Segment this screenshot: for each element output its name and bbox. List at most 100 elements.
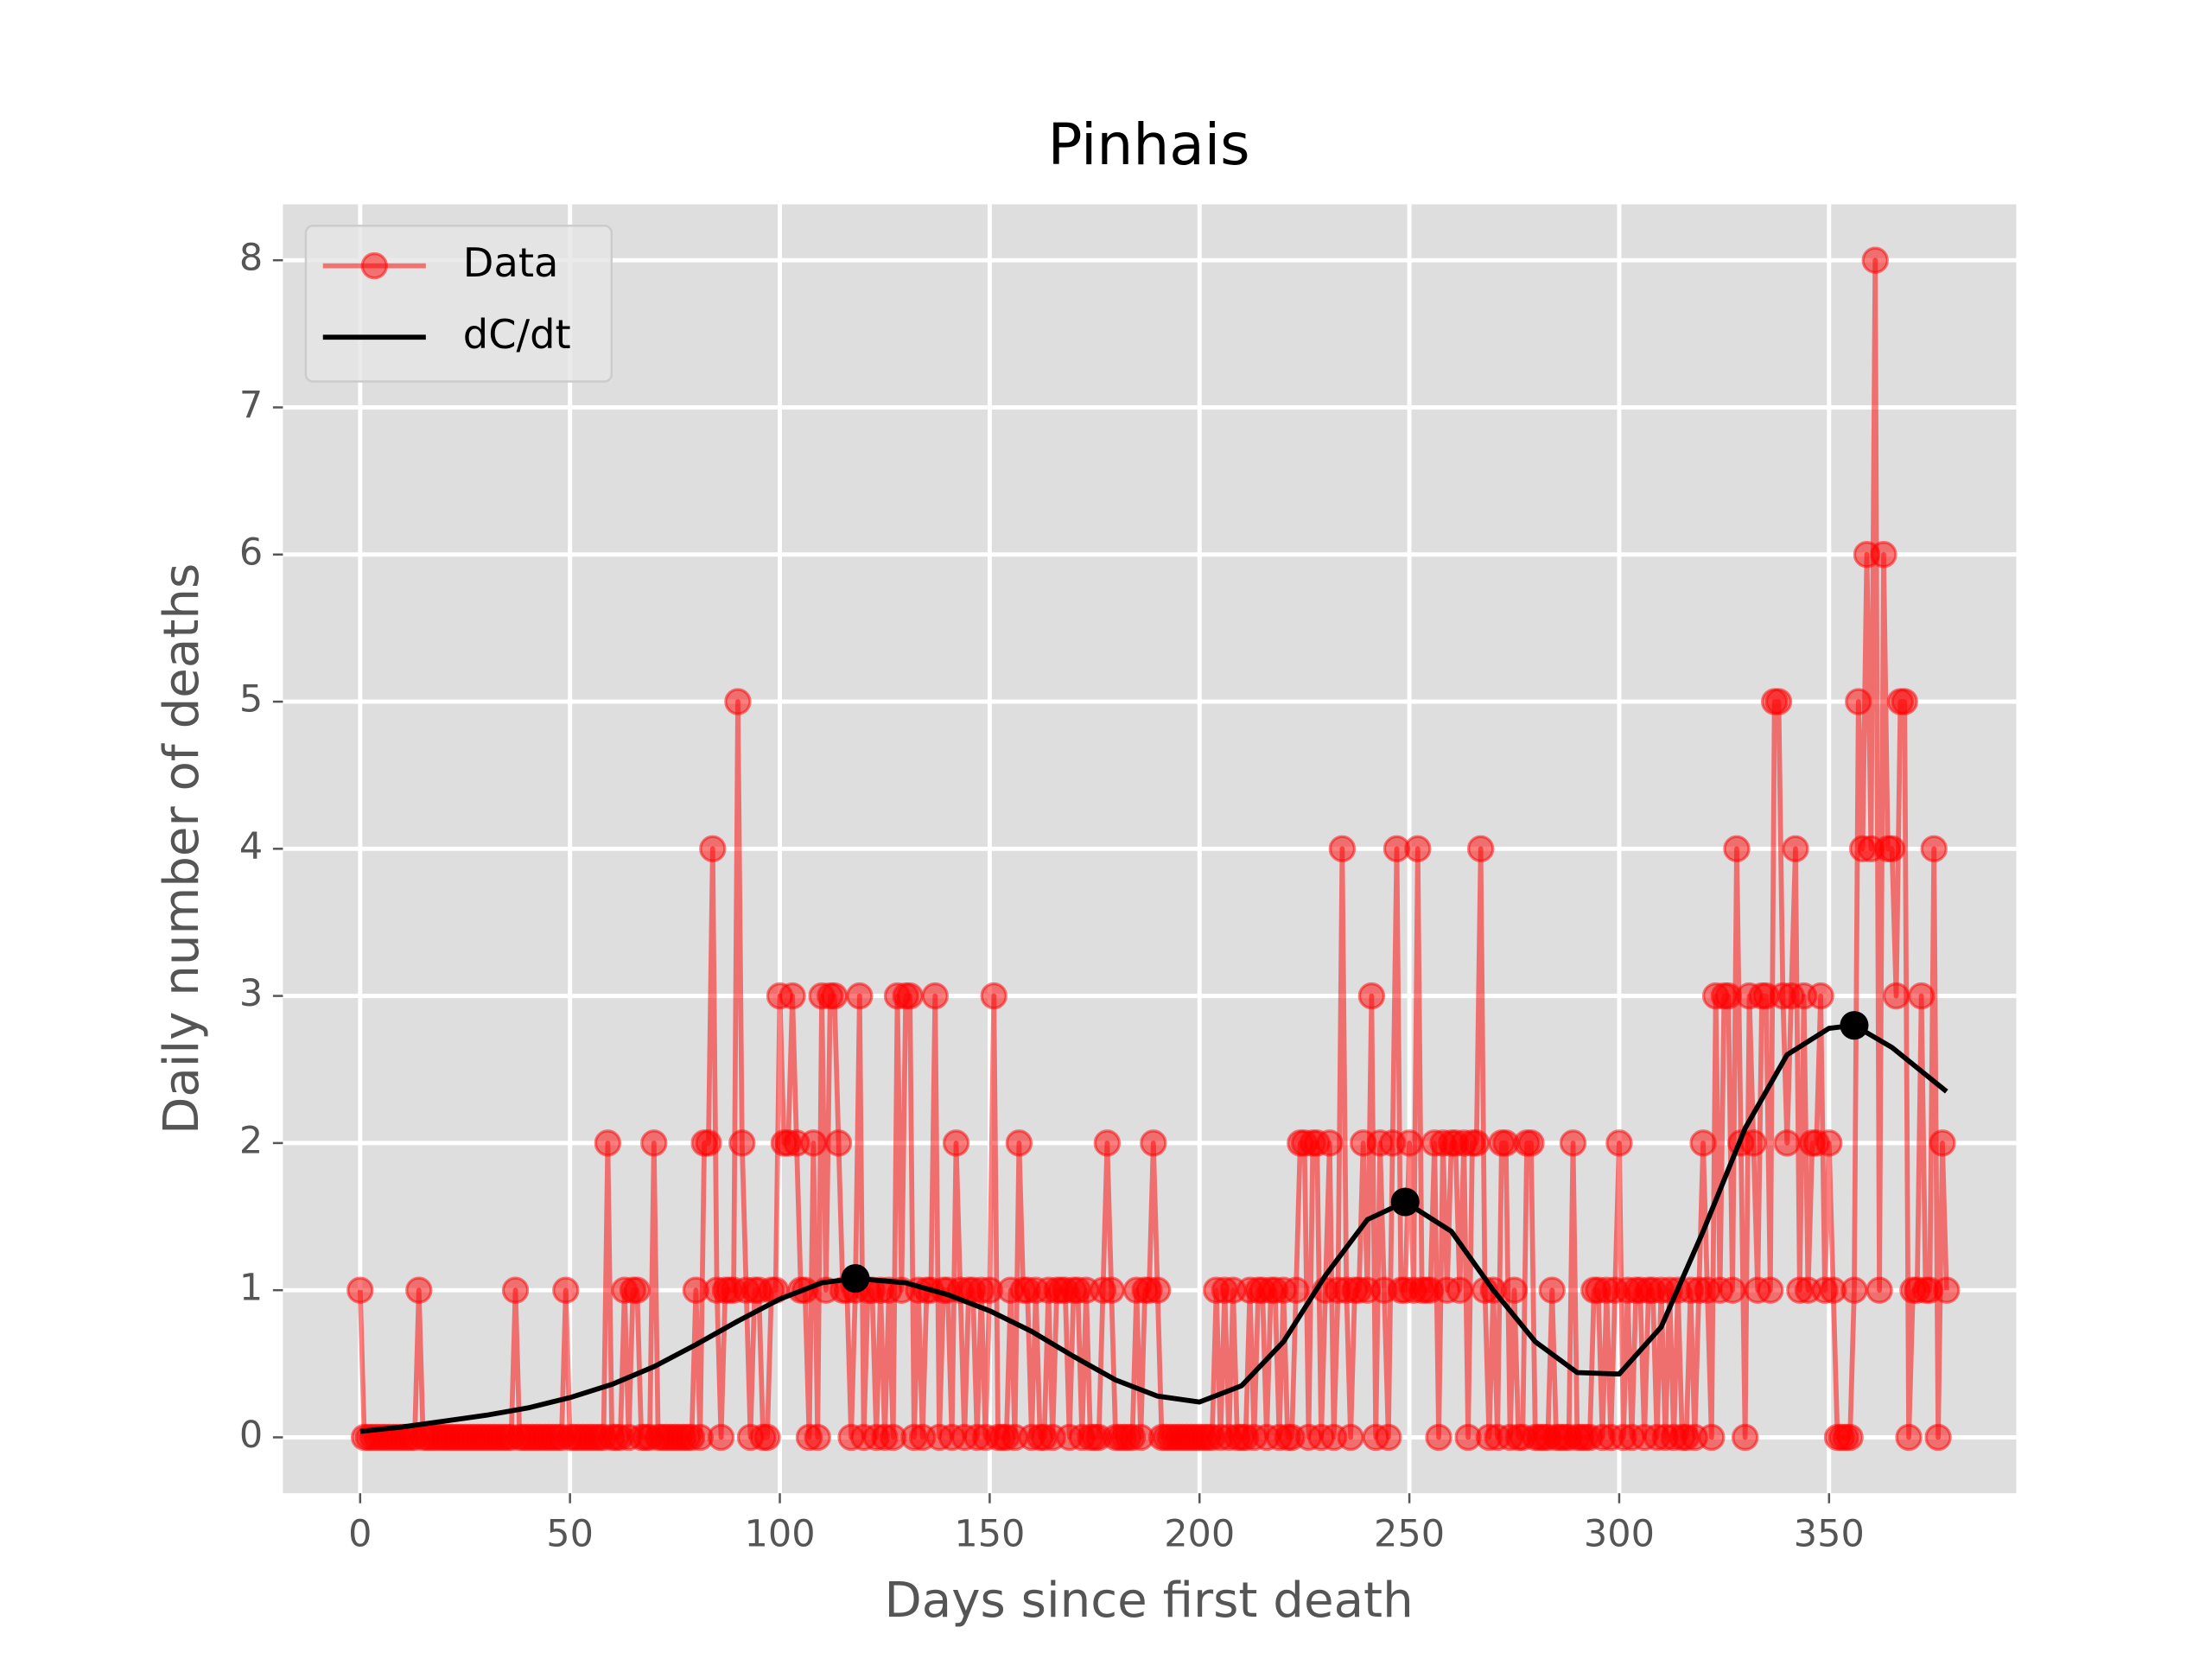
data-point [346, 1276, 374, 1304]
data-point [1500, 1276, 1529, 1304]
data-point [1605, 1129, 1633, 1157]
data-point [1357, 982, 1386, 1010]
y-tick-label: 1 [239, 1267, 263, 1310]
data-point [1328, 835, 1357, 863]
y-tick-label: 7 [239, 384, 263, 427]
data-point [1446, 1276, 1474, 1304]
data-point [501, 1276, 530, 1304]
data-point [594, 1129, 622, 1157]
y-tick-label: 5 [239, 678, 263, 721]
data-point [1836, 1423, 1864, 1452]
chart-title: Pinhais [1048, 111, 1250, 178]
data-point [623, 1276, 652, 1304]
x-axis-label: Days since first death [885, 1573, 1414, 1629]
peak-point [1390, 1187, 1420, 1217]
data-point [1517, 1129, 1545, 1157]
x-tick-label: 300 [1584, 1512, 1655, 1555]
y-tick-label: 4 [239, 825, 263, 868]
data-point [1463, 1129, 1491, 1157]
data-point [695, 1129, 722, 1157]
data-point [1895, 1423, 1923, 1452]
data-point [1907, 982, 1936, 1010]
data-point [1005, 1129, 1033, 1157]
data-point [1140, 1129, 1167, 1157]
data-point [1337, 1423, 1364, 1452]
y-tick-label: 6 [239, 531, 263, 574]
data-point [980, 982, 1007, 1010]
data-point [820, 982, 849, 1010]
data-point [1870, 541, 1897, 569]
data-point [824, 1129, 853, 1157]
data-point [1845, 688, 1872, 715]
peak-point [841, 1264, 870, 1294]
data-point [1840, 1276, 1868, 1304]
data-point [1815, 1129, 1843, 1157]
peak-point [1840, 1011, 1869, 1040]
y-tick-label: 0 [239, 1414, 263, 1457]
x-tick-label: 250 [1374, 1512, 1445, 1555]
data-point [804, 1423, 831, 1452]
data-point [1757, 1276, 1784, 1304]
data-point [1395, 1129, 1423, 1157]
data-point [707, 1423, 735, 1452]
data-point [1764, 688, 1793, 715]
data-point [846, 982, 874, 1010]
data-point [640, 1129, 668, 1157]
y-tick-label: 2 [239, 1119, 263, 1162]
data-point [1097, 1276, 1125, 1304]
y-axis-label: Daily number of deaths [154, 563, 210, 1135]
legend-label: Data [463, 239, 559, 286]
data-point [942, 1129, 970, 1157]
data-point [699, 835, 727, 863]
data-point [921, 982, 949, 1010]
data-point [728, 1129, 756, 1157]
data-point [753, 1423, 781, 1452]
data-point [1689, 1129, 1717, 1157]
data-point [405, 1276, 433, 1304]
data-point [552, 1276, 580, 1304]
data-point [1375, 1423, 1402, 1452]
data-point [1933, 1276, 1961, 1304]
x-tick-label: 150 [954, 1512, 1025, 1555]
data-point [1929, 1129, 1956, 1157]
data-point [1723, 835, 1751, 863]
data-point [1466, 835, 1495, 863]
data-point [1866, 1276, 1893, 1304]
x-tick-label: 350 [1794, 1512, 1865, 1555]
legend-label: dC/dt [463, 311, 571, 358]
data-point [779, 982, 806, 1010]
data-point [1093, 1129, 1122, 1157]
data-point [1316, 1129, 1344, 1157]
data-point [1807, 982, 1834, 1010]
x-tick-label: 100 [745, 1512, 816, 1555]
data-point [1878, 835, 1906, 863]
y-tick-label: 3 [239, 972, 263, 1015]
data-point [1782, 835, 1809, 863]
legend-box [304, 225, 613, 383]
data-point [1861, 246, 1889, 274]
data-point [1282, 1276, 1310, 1304]
legend-marker [360, 251, 388, 280]
data-point [896, 982, 924, 1010]
data-point [1924, 1423, 1952, 1452]
x-tick-label: 50 [546, 1512, 594, 1555]
data-point [1773, 1129, 1801, 1157]
data-point [799, 1129, 828, 1157]
fit-line [359, 1022, 1948, 1434]
data-point [1882, 982, 1910, 1010]
data-point [1891, 688, 1918, 715]
data-point [1143, 1276, 1172, 1304]
data-point [724, 688, 752, 715]
data-point [1425, 1423, 1452, 1452]
data-point [1538, 1276, 1566, 1304]
data-point [1559, 1129, 1587, 1157]
data-point [1698, 1423, 1726, 1452]
y-tick-label: 8 [239, 237, 263, 280]
data-point [1731, 1423, 1759, 1452]
data-point [1404, 835, 1432, 863]
x-tick-label: 0 [348, 1512, 372, 1555]
x-tick-label: 200 [1164, 1512, 1235, 1555]
data-point [1719, 1276, 1746, 1304]
